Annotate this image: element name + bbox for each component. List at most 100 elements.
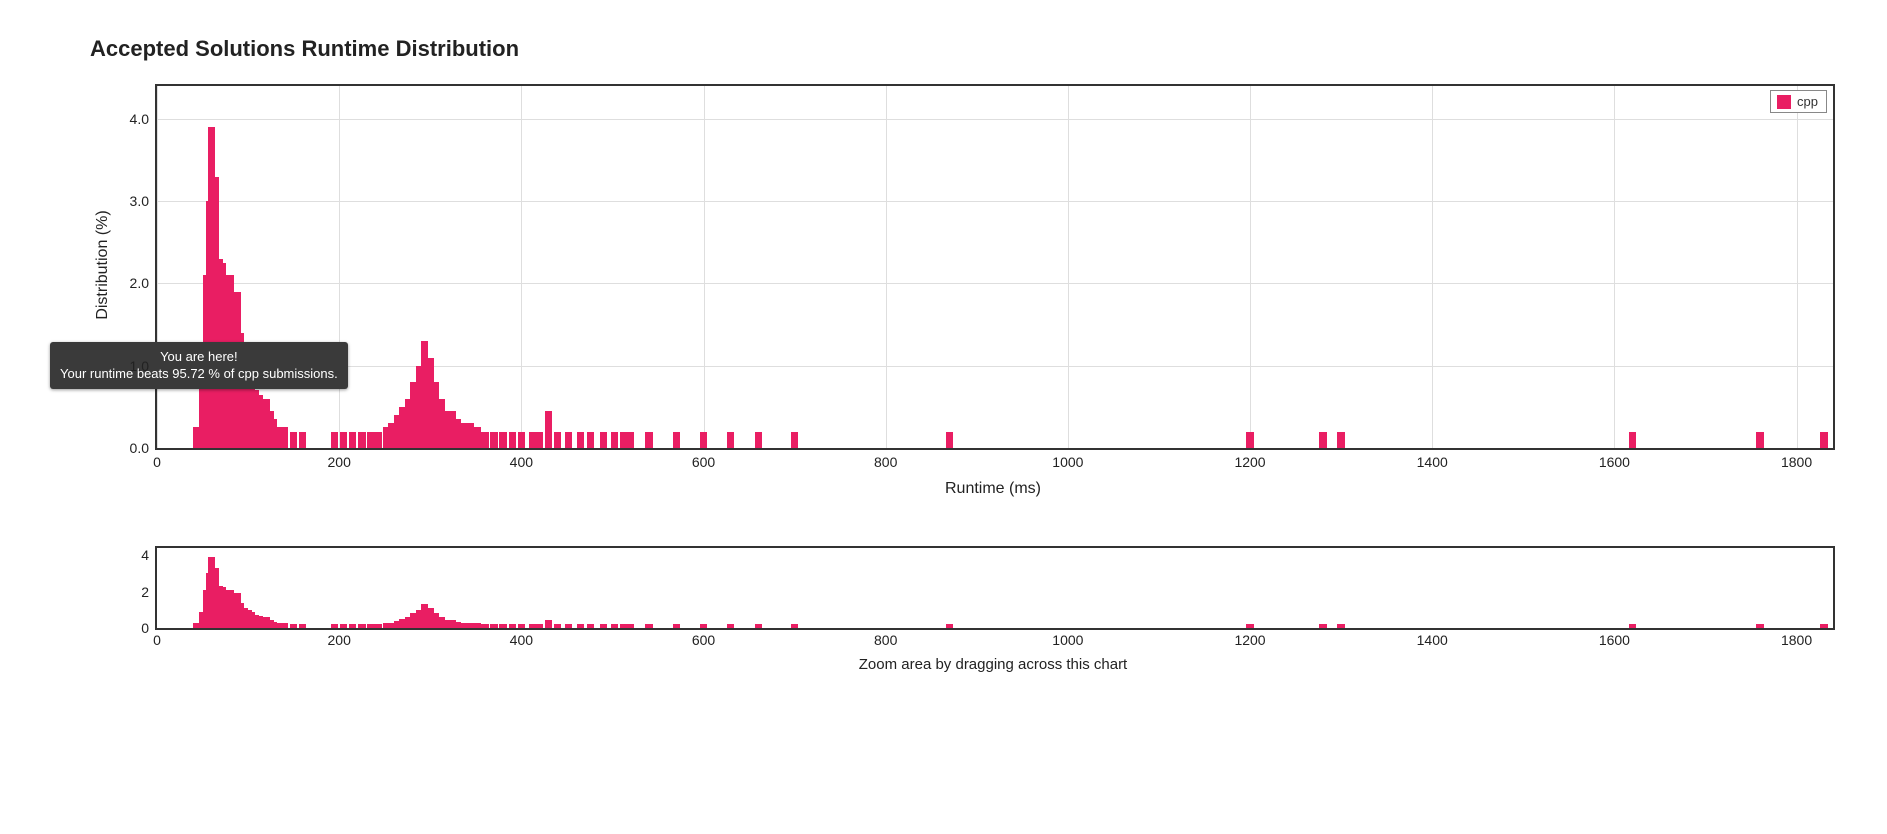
gridline-vertical <box>521 86 522 448</box>
histogram-bar[interactable] <box>1629 432 1636 448</box>
mini-x-tick-label: 600 <box>692 632 715 648</box>
histogram-bar[interactable] <box>340 432 347 448</box>
mini-histogram-bar[interactable] <box>474 623 481 628</box>
mini-histogram-bar[interactable] <box>791 624 798 628</box>
y-tick-label: 0.0 <box>119 440 149 456</box>
histogram-bar[interactable] <box>577 432 584 448</box>
histogram-bar[interactable] <box>518 432 525 448</box>
main-plot-area[interactable] <box>157 86 1833 448</box>
mini-histogram-bar[interactable] <box>577 624 584 628</box>
mini-histogram-bar[interactable] <box>349 624 356 628</box>
x-tick-label: 800 <box>874 454 897 470</box>
mini-histogram-bar[interactable] <box>1319 624 1326 628</box>
x-tick-label: 400 <box>510 454 533 470</box>
mini-histogram-bar[interactable] <box>554 624 561 628</box>
mini-histogram-bar[interactable] <box>1820 624 1827 628</box>
mini-histogram-bar[interactable] <box>587 624 594 628</box>
mini-histogram-bar[interactable] <box>755 624 762 628</box>
mini-histogram-bar[interactable] <box>620 624 627 628</box>
mini-histogram-bar[interactable] <box>1246 624 1253 628</box>
mini-histogram-bar[interactable] <box>367 624 374 628</box>
mini-histogram-bar[interactable] <box>490 624 497 628</box>
mini-histogram-bar[interactable] <box>331 624 338 628</box>
mini-histogram-bar[interactable] <box>1337 624 1344 628</box>
histogram-bar[interactable] <box>375 432 382 448</box>
mini-histogram-bar[interactable] <box>290 624 297 628</box>
y-tick-label: 1.0 <box>119 358 149 374</box>
histogram-bar[interactable] <box>367 432 374 448</box>
gridline-vertical <box>1614 86 1615 448</box>
mini-histogram-bar[interactable] <box>299 624 306 628</box>
histogram-bar[interactable] <box>627 432 634 448</box>
histogram-bar[interactable] <box>358 432 365 448</box>
mini-histogram-bar[interactable] <box>281 623 288 628</box>
mini-histogram-bar[interactable] <box>946 624 953 628</box>
histogram-bar[interactable] <box>600 432 607 448</box>
mini-histogram-bar[interactable] <box>375 624 382 628</box>
histogram-bar[interactable] <box>529 432 536 448</box>
histogram-bar[interactable] <box>791 432 798 448</box>
histogram-bar[interactable] <box>700 432 707 448</box>
histogram-bar[interactable] <box>331 432 338 448</box>
mini-histogram-bar[interactable] <box>529 624 536 628</box>
mini-histogram-bar[interactable] <box>499 624 506 628</box>
gridline-vertical <box>157 86 158 448</box>
mini-chart[interactable] <box>155 546 1835 630</box>
mini-histogram-bar[interactable] <box>274 623 281 628</box>
histogram-bar[interactable] <box>274 427 281 448</box>
histogram-bar[interactable] <box>481 432 488 448</box>
mini-histogram-bar[interactable] <box>700 624 707 628</box>
histogram-bar[interactable] <box>281 427 288 448</box>
histogram-bar[interactable] <box>474 427 481 448</box>
histogram-bar[interactable] <box>459 423 466 448</box>
mini-histogram-bar[interactable] <box>509 624 516 628</box>
histogram-bar[interactable] <box>1756 432 1763 448</box>
mini-histogram-bar[interactable] <box>645 624 652 628</box>
histogram-bar[interactable] <box>554 432 561 448</box>
mini-histogram-bar[interactable] <box>565 624 572 628</box>
histogram-bar[interactable] <box>587 432 594 448</box>
histogram-bar[interactable] <box>545 411 552 448</box>
histogram-bar[interactable] <box>349 432 356 448</box>
x-tick-label: 0 <box>153 454 161 470</box>
histogram-bar[interactable] <box>1246 432 1253 448</box>
mini-histogram-bar[interactable] <box>358 624 365 628</box>
histogram-bar[interactable] <box>1337 432 1344 448</box>
histogram-bar[interactable] <box>299 432 306 448</box>
mini-histogram-bar[interactable] <box>627 624 634 628</box>
histogram-bar[interactable] <box>509 432 516 448</box>
histogram-bar[interactable] <box>727 432 734 448</box>
mini-histogram-bar[interactable] <box>727 624 734 628</box>
histogram-bar[interactable] <box>565 432 572 448</box>
mini-plot-area[interactable] <box>157 548 1833 628</box>
mini-histogram-bar[interactable] <box>340 624 347 628</box>
histogram-bar[interactable] <box>755 432 762 448</box>
histogram-bar[interactable] <box>467 423 474 448</box>
mini-histogram-bar[interactable] <box>611 624 618 628</box>
histogram-bar[interactable] <box>620 432 627 448</box>
histogram-bar[interactable] <box>536 432 543 448</box>
histogram-bar[interactable] <box>946 432 953 448</box>
mini-histogram-bar[interactable] <box>1629 624 1636 628</box>
chart-title: Accepted Solutions Runtime Distribution <box>90 36 519 62</box>
mini-histogram-bar[interactable] <box>545 620 552 628</box>
histogram-bar[interactable] <box>290 432 297 448</box>
mini-histogram-bar[interactable] <box>481 624 488 628</box>
mini-histogram-bar[interactable] <box>1756 624 1763 628</box>
mini-histogram-bar[interactable] <box>536 624 543 628</box>
gridline-vertical <box>886 86 887 448</box>
histogram-bar[interactable] <box>1820 432 1827 448</box>
mini-histogram-bar[interactable] <box>467 623 474 628</box>
histogram-bar[interactable] <box>499 432 506 448</box>
histogram-bar[interactable] <box>611 432 618 448</box>
histogram-bar[interactable] <box>673 432 680 448</box>
mini-histogram-bar[interactable] <box>518 624 525 628</box>
main-chart[interactable]: cpp <box>155 84 1835 450</box>
histogram-bar[interactable] <box>490 432 497 448</box>
mini-histogram-bar[interactable] <box>673 624 680 628</box>
mini-histogram-bar[interactable] <box>600 624 607 628</box>
histogram-bar[interactable] <box>1319 432 1326 448</box>
mini-histogram-bar[interactable] <box>459 623 466 628</box>
x-tick-label: 1800 <box>1781 454 1812 470</box>
histogram-bar[interactable] <box>645 432 652 448</box>
